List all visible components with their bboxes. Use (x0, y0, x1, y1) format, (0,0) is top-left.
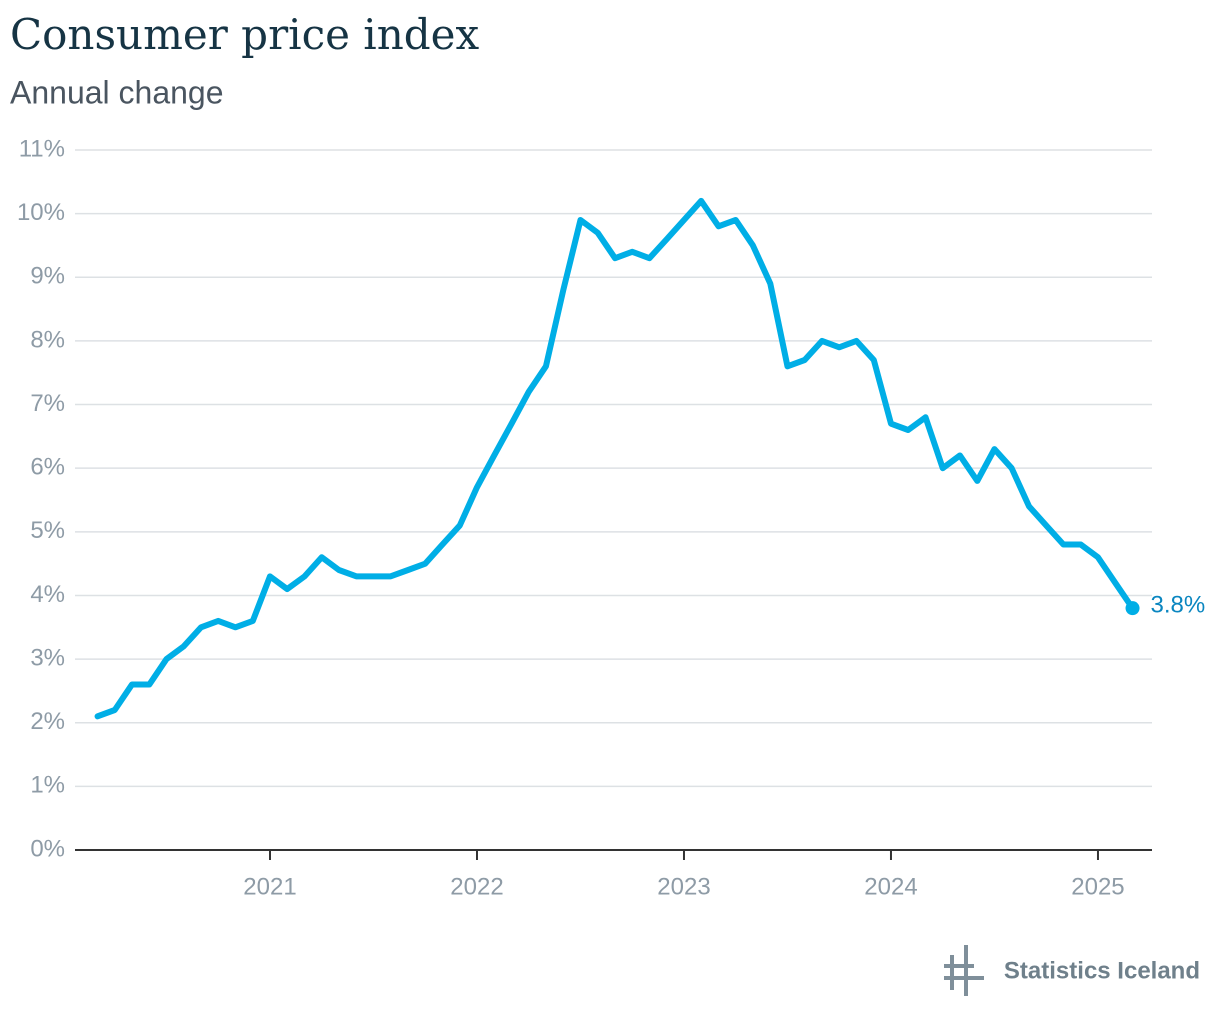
line (94, 197, 1136, 720)
y-tick-label: 11% (19, 135, 65, 162)
y-tick-label: 7% (30, 390, 65, 417)
chart-title: Consumer price index (10, 10, 480, 59)
source: Statistics Iceland (1004, 957, 1200, 984)
y-tick-label: 1% (30, 772, 65, 799)
value-label: 3.8% (1151, 592, 1206, 619)
y-tick-label: 4% (30, 581, 65, 608)
logo (944, 945, 984, 996)
x-tick-label: 2023 (657, 873, 710, 900)
end-point (1125, 601, 1140, 616)
y-tick-label: 5% (30, 517, 65, 544)
y-tick-label: 2% (30, 708, 65, 735)
x-tick-label: 2021 (243, 873, 296, 900)
y-tick-label: 9% (30, 263, 65, 290)
y-tick-label: 8% (30, 326, 65, 353)
y-tick-label: 0% (30, 835, 65, 862)
x-tick-label: 2025 (1071, 873, 1124, 900)
y-tick-label: 10% (17, 199, 65, 226)
y-tick-label: 6% (30, 454, 65, 481)
y-tick-label: 3% (30, 644, 65, 671)
x-tick-label: 2022 (450, 873, 503, 900)
chart-subtitle: Annual change (10, 74, 224, 110)
x-tick-label: 2024 (864, 873, 917, 900)
